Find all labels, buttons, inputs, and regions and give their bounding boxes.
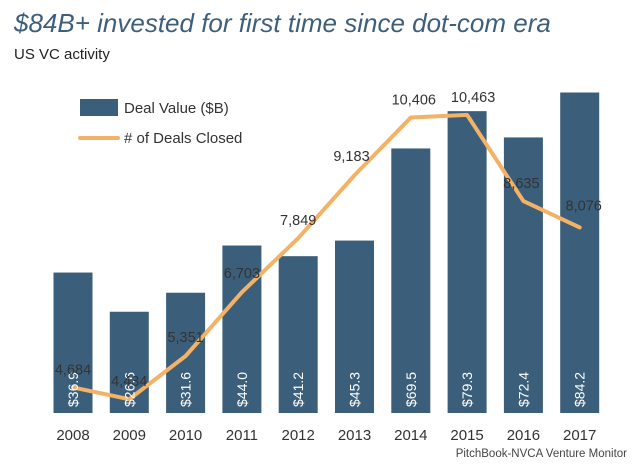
bar-value-label-2010: $31.6 bbox=[178, 372, 194, 407]
line-value-label-2010: 5,351 bbox=[167, 330, 203, 346]
chart-subtitle: US VC activity bbox=[14, 46, 110, 63]
line-group bbox=[71, 112, 582, 402]
bar-2011 bbox=[222, 245, 262, 413]
x-tick-2015: 2015 bbox=[450, 427, 483, 444]
line-value-label-2012: 7,849 bbox=[280, 213, 316, 229]
bar-value-label-2014: $69.5 bbox=[403, 372, 419, 407]
line-value-label-2013: 9,183 bbox=[333, 149, 369, 165]
bar-value-label-2011: $44.0 bbox=[234, 372, 250, 407]
x-tick-2011: 2011 bbox=[226, 427, 258, 444]
bar-value-label-2008: $36.9 bbox=[65, 372, 81, 407]
labels-group: $36.9 $26.6 $31.6 $44.0 $41.2 $45.3 $69.5 $79.3… bbox=[55, 90, 602, 407]
bar-2014 bbox=[391, 148, 431, 413]
x-tick-2013: 2013 bbox=[338, 427, 371, 444]
bar-value-label-2013: $45.3 bbox=[347, 372, 363, 407]
bar-2015 bbox=[447, 111, 487, 413]
line-value-label-2008: 4,684 bbox=[55, 362, 91, 378]
bar-value-label-2012: $41.2 bbox=[290, 372, 306, 407]
bar-value-label-2009: $26.6 bbox=[121, 372, 137, 407]
bar-2012 bbox=[278, 256, 318, 413]
x-axis: 2008 2009 2010 2011 2012 2013 2014 2015 2016 2017 bbox=[56, 427, 596, 444]
bar-value-label-2015: $79.3 bbox=[459, 372, 475, 407]
x-tick-2014: 2014 bbox=[394, 427, 427, 444]
x-tick-2009: 2009 bbox=[113, 427, 146, 444]
line-value-label-2015: 10,463 bbox=[451, 90, 495, 106]
bar-value-label-2017: $84.2 bbox=[572, 372, 588, 407]
bar-2010 bbox=[166, 292, 206, 413]
x-tick-2017: 2017 bbox=[563, 427, 596, 444]
x-tick-2016: 2016 bbox=[507, 427, 540, 444]
bar-2013 bbox=[335, 240, 374, 413]
x-tick-2012: 2012 bbox=[282, 427, 315, 444]
source-credit: PitchBook-NVCA Venture Monitor bbox=[455, 448, 627, 460]
line-value-label-2011: 6,703 bbox=[224, 266, 260, 282]
line-value-label-2014: 10,406 bbox=[392, 93, 436, 109]
line-deals-closed bbox=[71, 112, 582, 402]
x-tick-2010: 2010 bbox=[169, 427, 202, 444]
legend-label-deals-closed: # of Deals Closed bbox=[124, 130, 242, 147]
line-value-label-2016: 8,635 bbox=[503, 176, 539, 192]
legend: Deal Value ($B) # of Deals Closed bbox=[78, 99, 242, 147]
bar-value-label-2016: $72.4 bbox=[515, 372, 531, 407]
bar-2017 bbox=[560, 92, 600, 413]
line-value-label-2009: 4,434 bbox=[111, 374, 147, 390]
legend-label-deal-value: Deal Value ($B) bbox=[124, 100, 229, 117]
legend-swatch-deal-value bbox=[80, 99, 118, 116]
chart-title: $84B+ invested for first time since dot-… bbox=[14, 8, 551, 38]
x-tick-2008: 2008 bbox=[56, 427, 89, 444]
line-value-label-2017: 8,076 bbox=[566, 198, 602, 214]
